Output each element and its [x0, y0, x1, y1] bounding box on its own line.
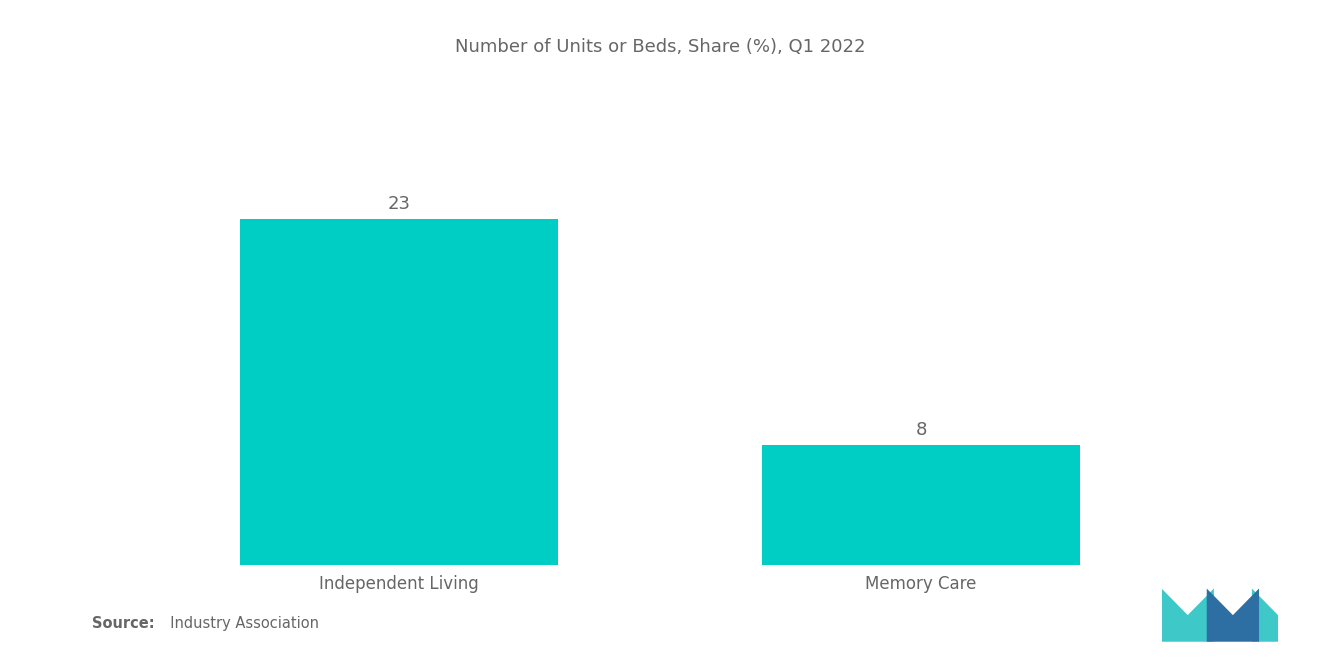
Text: Source:: Source:: [92, 616, 154, 632]
Bar: [762, 445, 1080, 565]
Text: 23: 23: [387, 195, 411, 213]
Text: Industry Association: Industry Association: [161, 616, 319, 632]
Polygon shape: [1251, 589, 1278, 642]
Polygon shape: [1206, 589, 1259, 642]
Polygon shape: [1162, 589, 1214, 642]
Bar: [240, 219, 558, 565]
Text: Number of Units or Beds, Share (%), Q1 2022: Number of Units or Beds, Share (%), Q1 2…: [455, 37, 865, 56]
Text: 8: 8: [915, 421, 927, 439]
